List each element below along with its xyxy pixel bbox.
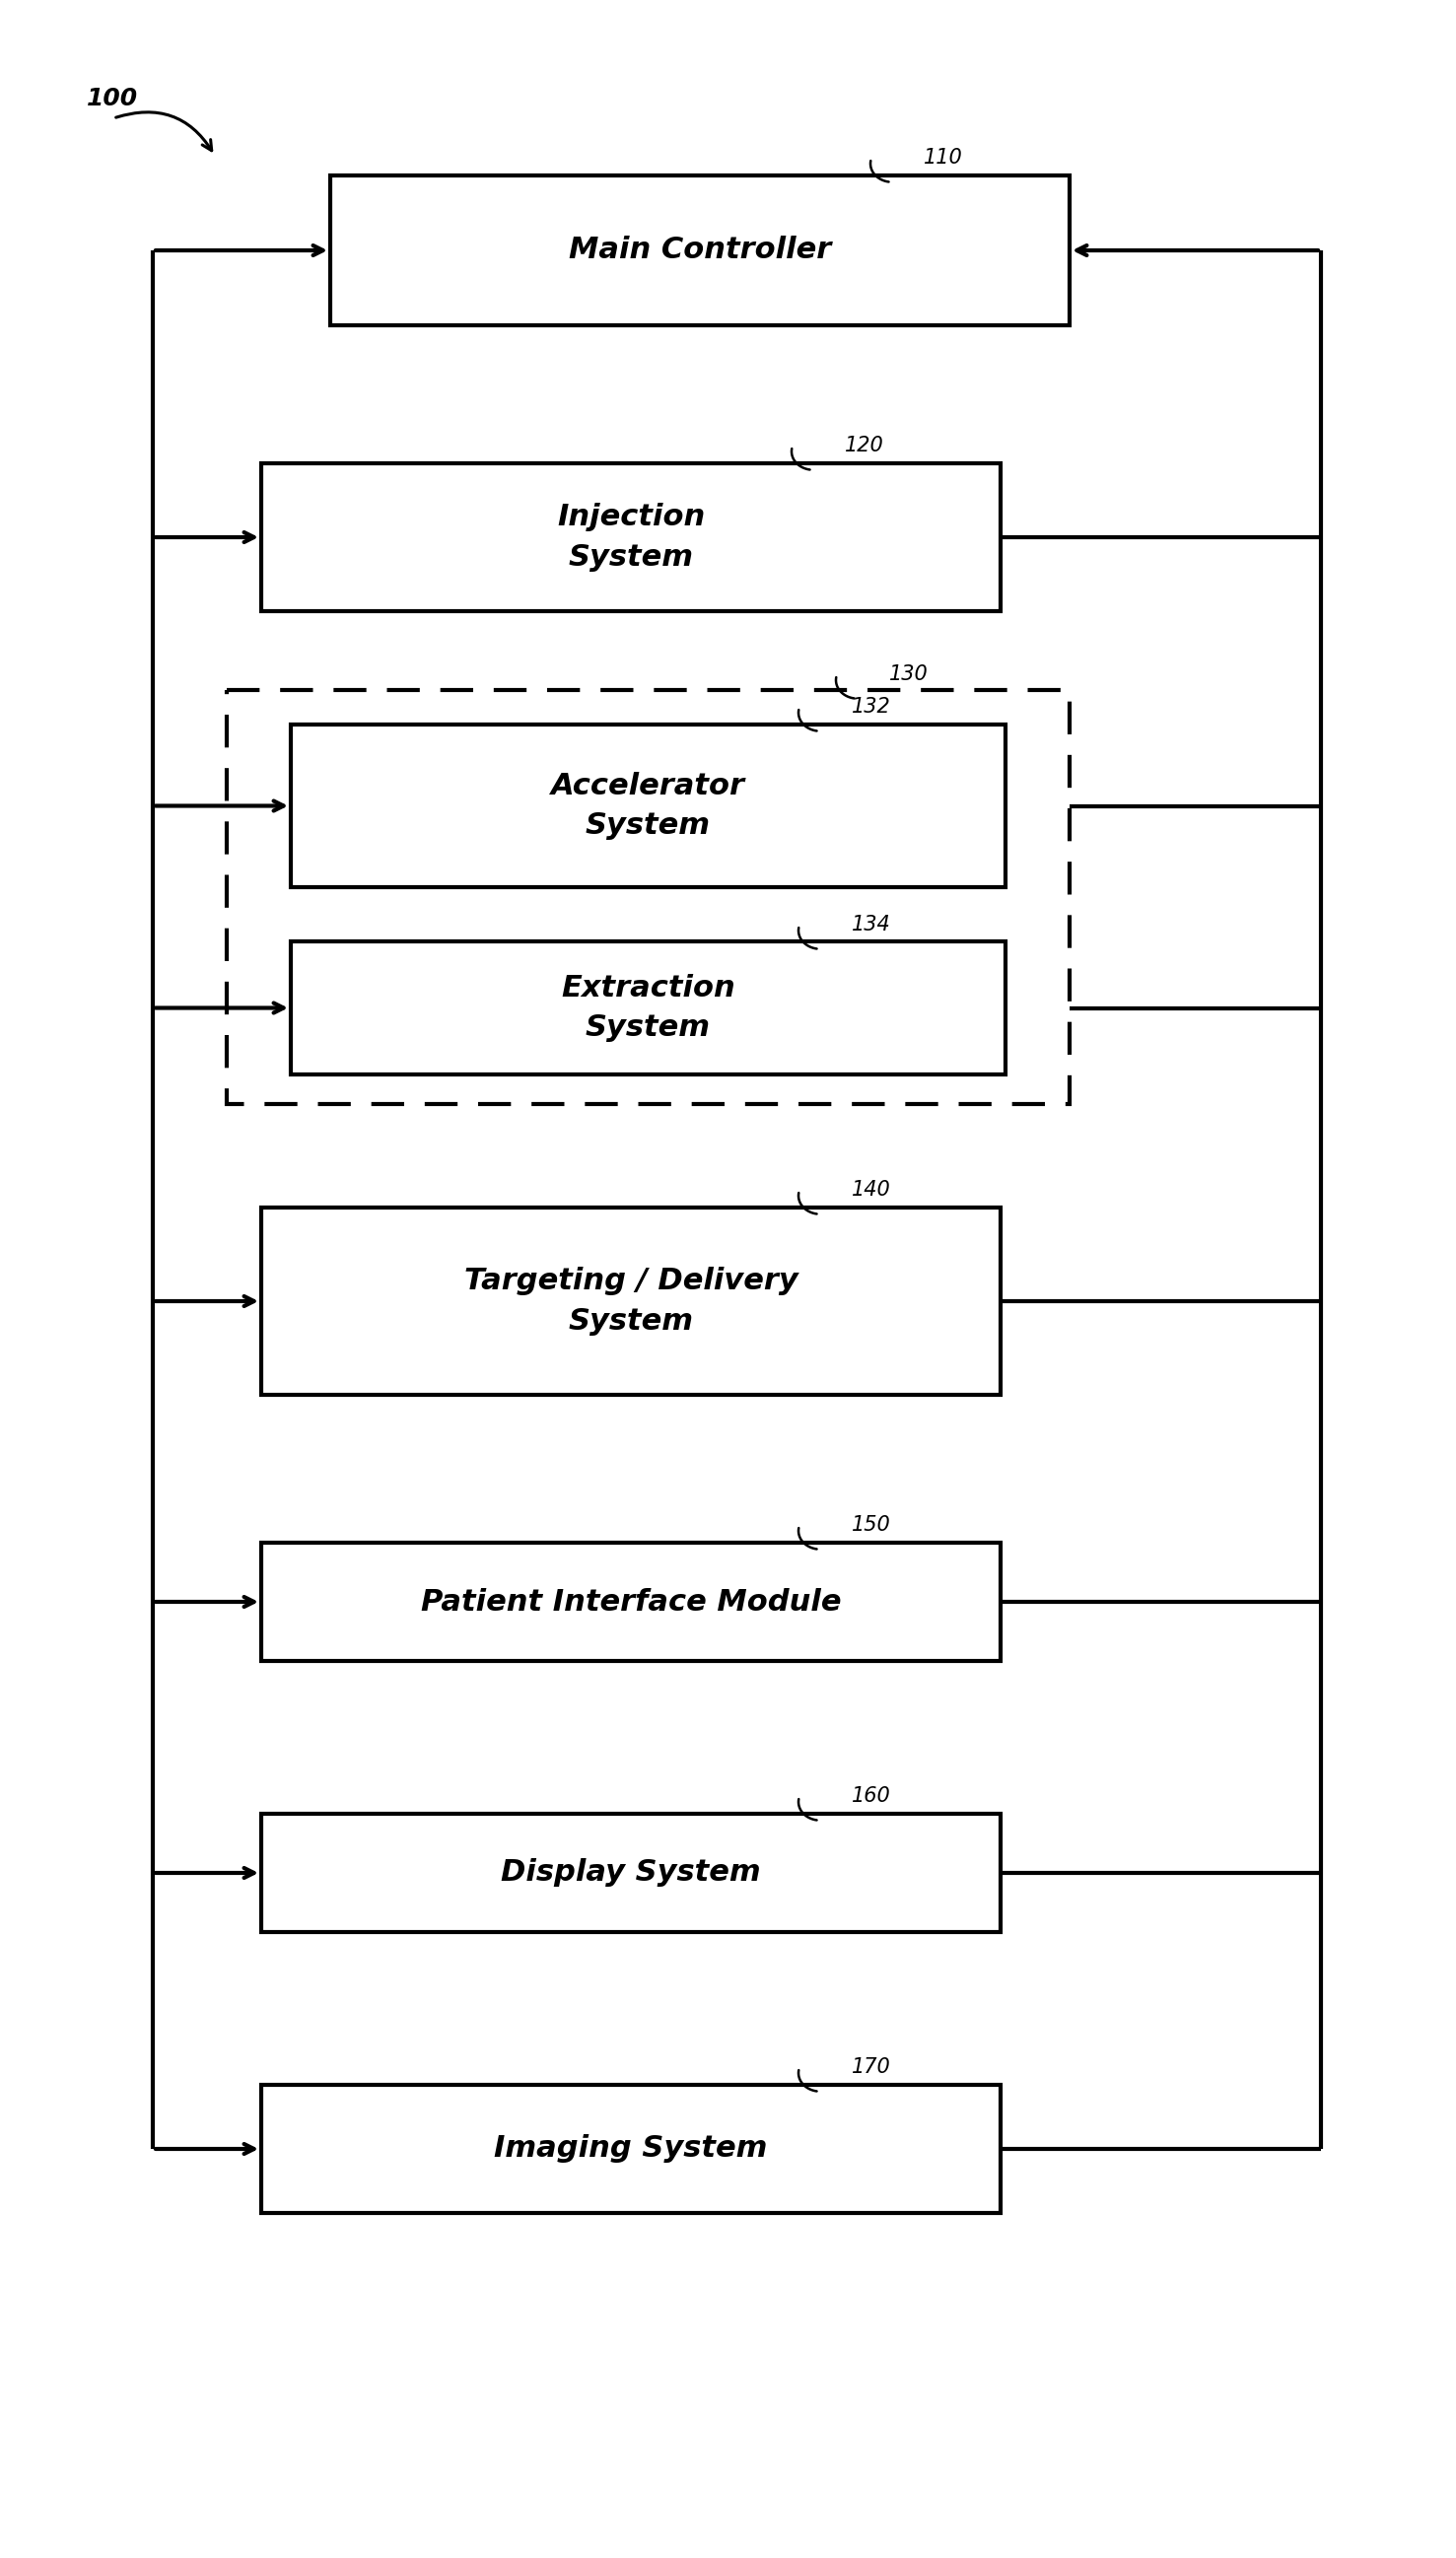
Text: 140: 140 [852, 1179, 891, 1200]
Text: 132: 132 [852, 696, 891, 716]
Text: 100: 100 [87, 87, 138, 110]
Bar [261, 1542, 1000, 1660]
Text: Display System: Display System [501, 1860, 761, 1888]
Text: Main Controller: Main Controller [569, 235, 831, 263]
Bar [261, 2085, 1000, 2213]
Bar [261, 1207, 1000, 1394]
Text: Extraction
System: Extraction System [561, 975, 735, 1041]
Text: 150: 150 [852, 1514, 891, 1535]
Bar [291, 941, 1006, 1074]
Text: Injection
System: Injection System [556, 504, 705, 570]
Bar [227, 691, 1070, 1105]
Bar [291, 724, 1006, 888]
Text: Accelerator
System: Accelerator System [550, 773, 745, 839]
Text: 134: 134 [852, 916, 891, 934]
Bar [261, 463, 1000, 611]
Text: 110: 110 [923, 148, 962, 169]
Bar [331, 177, 1070, 325]
Text: Imaging System: Imaging System [494, 2133, 767, 2164]
Text: 130: 130 [890, 665, 929, 683]
Text: 120: 120 [844, 435, 884, 455]
Text: 160: 160 [852, 1785, 891, 1806]
Text: 170: 170 [852, 2057, 891, 2077]
Text: Targeting / Delivery
System: Targeting / Delivery System [464, 1266, 798, 1335]
Text: Patient Interface Module: Patient Interface Module [421, 1589, 842, 1617]
Bar [261, 1814, 1000, 1931]
